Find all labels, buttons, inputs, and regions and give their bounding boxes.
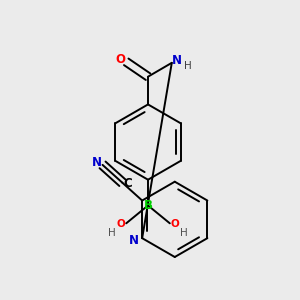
Text: H: H xyxy=(180,228,188,238)
Text: O: O xyxy=(170,219,179,229)
Text: H: H xyxy=(109,228,116,238)
Text: N: N xyxy=(172,54,182,67)
Text: O: O xyxy=(115,53,125,66)
Text: N: N xyxy=(129,234,139,247)
Text: O: O xyxy=(117,219,126,229)
Text: N: N xyxy=(92,156,102,170)
Text: C: C xyxy=(123,177,132,190)
Text: B: B xyxy=(143,199,152,212)
Text: H: H xyxy=(184,61,191,71)
